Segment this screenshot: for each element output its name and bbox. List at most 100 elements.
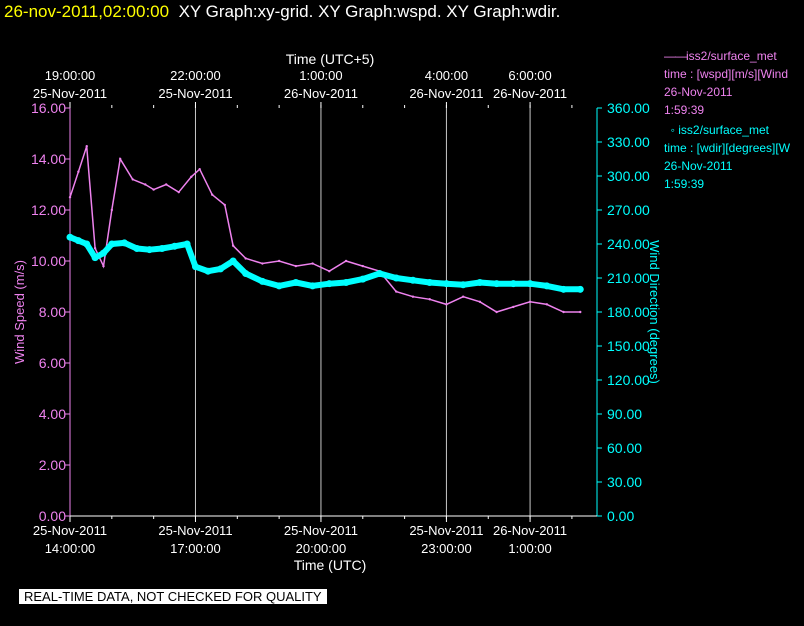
wind-direction-point	[229, 257, 237, 265]
wind-direction-point	[459, 281, 467, 289]
y-left-axis-label: Wind Speed (m/s)	[12, 260, 27, 364]
legend-wdir: ◦ iss2/surface_met time : [wdir][degrees…	[664, 121, 804, 193]
wind-speed-series	[69, 146, 581, 313]
wind-speed-point	[562, 310, 565, 314]
wind-direction-point	[509, 280, 517, 288]
wind-speed-point	[528, 300, 532, 303]
wind-direction-point	[66, 233, 74, 241]
y-right-tick-label: 360.00	[607, 100, 650, 116]
legend-wdir-line3: 26-Nov-2011	[664, 159, 733, 173]
wind-direction-point	[560, 285, 568, 293]
wind-direction-point	[145, 246, 153, 254]
wind-speed-point	[68, 196, 72, 199]
wind-speed-point	[85, 145, 88, 148]
wind-direction-point	[83, 240, 91, 248]
wind-speed-point	[579, 310, 582, 314]
wind-speed-point	[164, 183, 168, 186]
wind-direction-point	[133, 245, 141, 253]
wind-speed-point	[102, 264, 105, 268]
x-tick-time: 1:00:00	[508, 541, 551, 556]
wind-speed-point	[198, 168, 201, 171]
x-top-tick-date: 26-Nov-2011	[284, 86, 358, 101]
wind-direction-series	[67, 234, 584, 293]
wind-direction-point	[292, 279, 300, 287]
wind-speed-point	[428, 298, 431, 301]
wind-speed-point	[328, 270, 331, 273]
x-top-tick-time: 4:00:00	[425, 68, 468, 83]
wind-direction-point	[120, 239, 128, 247]
y-right-tick-label: 300.00	[607, 168, 650, 184]
wind-direction-point	[171, 242, 179, 250]
wind-direction-point	[476, 279, 484, 287]
legend-wspd-line3: 26-Nov-2011	[664, 85, 733, 99]
x-top-tick-time: 19:00:00	[45, 68, 96, 83]
wind-direction-point	[191, 263, 199, 271]
wind-direction-point	[342, 279, 350, 287]
y-right-tick-label: 120.00	[607, 372, 650, 388]
legend-wspd: ——iss2/surface_met time : [wspd][m/s][Wi…	[664, 47, 804, 119]
wind-speed-point	[131, 178, 134, 181]
wind-speed-point	[445, 303, 448, 306]
wind-direction-point	[543, 282, 551, 290]
wind-speed-point	[177, 190, 180, 194]
legend-wspd-line4: 1:59:39	[664, 103, 705, 117]
x-top-axis-label: Time (UTC+5)	[286, 51, 375, 67]
y-right-tick-label: 30.00	[607, 474, 642, 490]
y-left-tick-label: 6.00	[39, 355, 66, 371]
x-tick-time: 23:00:00	[421, 541, 472, 556]
wind-speed-point	[395, 290, 398, 293]
wind-speed-point	[478, 300, 482, 303]
wind-speed-point	[344, 259, 348, 263]
wind-direction-point	[376, 269, 384, 277]
wind-direction-point	[392, 274, 400, 282]
wind-speed-point	[411, 295, 415, 298]
header-timestamp: 26-nov-2011,02:00:00	[4, 2, 170, 21]
y-right-axis-label: Wind Direction (degrees)	[647, 240, 662, 384]
x-tick-time: 20:00:00	[296, 541, 347, 556]
y-left-tick-label: 14.00	[31, 151, 66, 167]
wind-direction-point	[91, 254, 99, 262]
wind-direction-point	[493, 280, 501, 288]
wind-direction-point	[359, 275, 367, 283]
x-tick-date: 26-Nov-2011	[493, 523, 567, 538]
y-left-tick-label: 12.00	[31, 202, 66, 218]
wind-speed-point	[152, 188, 155, 191]
x-top-tick-date: 26-Nov-2011	[493, 86, 567, 101]
wind-direction-point	[309, 282, 317, 290]
wind-direction-point	[258, 277, 266, 285]
y-right-tick-label: 90.00	[607, 406, 642, 422]
wind-direction-point	[526, 280, 534, 288]
wind-direction-point	[217, 265, 225, 273]
wind-speed-point	[311, 262, 314, 265]
x-top-tick-time: 22:00:00	[170, 68, 221, 83]
quality-notice: REAL-TIME DATA, NOT CHECKED FOR QUALITY	[19, 589, 327, 604]
x-top-tick-time: 6:00:00	[508, 68, 551, 83]
x-tick-date: 25-Nov-2011	[33, 523, 107, 538]
wind-speed-point	[211, 193, 214, 196]
y-left-tick-label: 8.00	[39, 304, 66, 320]
wind-speed-point	[231, 244, 235, 247]
wind-direction-point	[426, 279, 434, 287]
legend-wdir-line2: time : [wdir][degrees][W	[664, 141, 791, 155]
x-top-tick-date: 25-Nov-2011	[158, 86, 232, 101]
y-right-tick-label: 270.00	[607, 202, 650, 218]
x-tick-time: 17:00:00	[170, 541, 221, 556]
wind-direction-point	[99, 249, 107, 257]
wind-speed-point	[93, 247, 97, 250]
wind-speed-point	[77, 170, 80, 173]
y-right-tick-label: 0.00	[607, 508, 634, 524]
wind-speed-point	[261, 262, 264, 265]
header-graph-titles: XY Graph:xy-grid. XY Graph:wspd. XY Grap…	[178, 2, 561, 21]
x-top-tick-date: 25-Nov-2011	[33, 86, 107, 101]
wind-direction-point	[275, 282, 283, 290]
x-tick-date: 25-Nov-2011	[284, 523, 358, 538]
y-right-tick-label: 60.00	[607, 440, 642, 456]
wind-speed-point	[461, 295, 465, 298]
y-right-tick-label: 210.00	[607, 270, 650, 286]
wind-direction-point	[409, 276, 417, 284]
legend-wspd-line1: ——iss2/surface_met	[664, 49, 777, 63]
wind-direction-point	[183, 240, 191, 248]
wind-speed-point	[361, 264, 364, 268]
wind-direction-point	[242, 269, 250, 277]
x-tick-date: 25-Nov-2011	[158, 523, 232, 538]
